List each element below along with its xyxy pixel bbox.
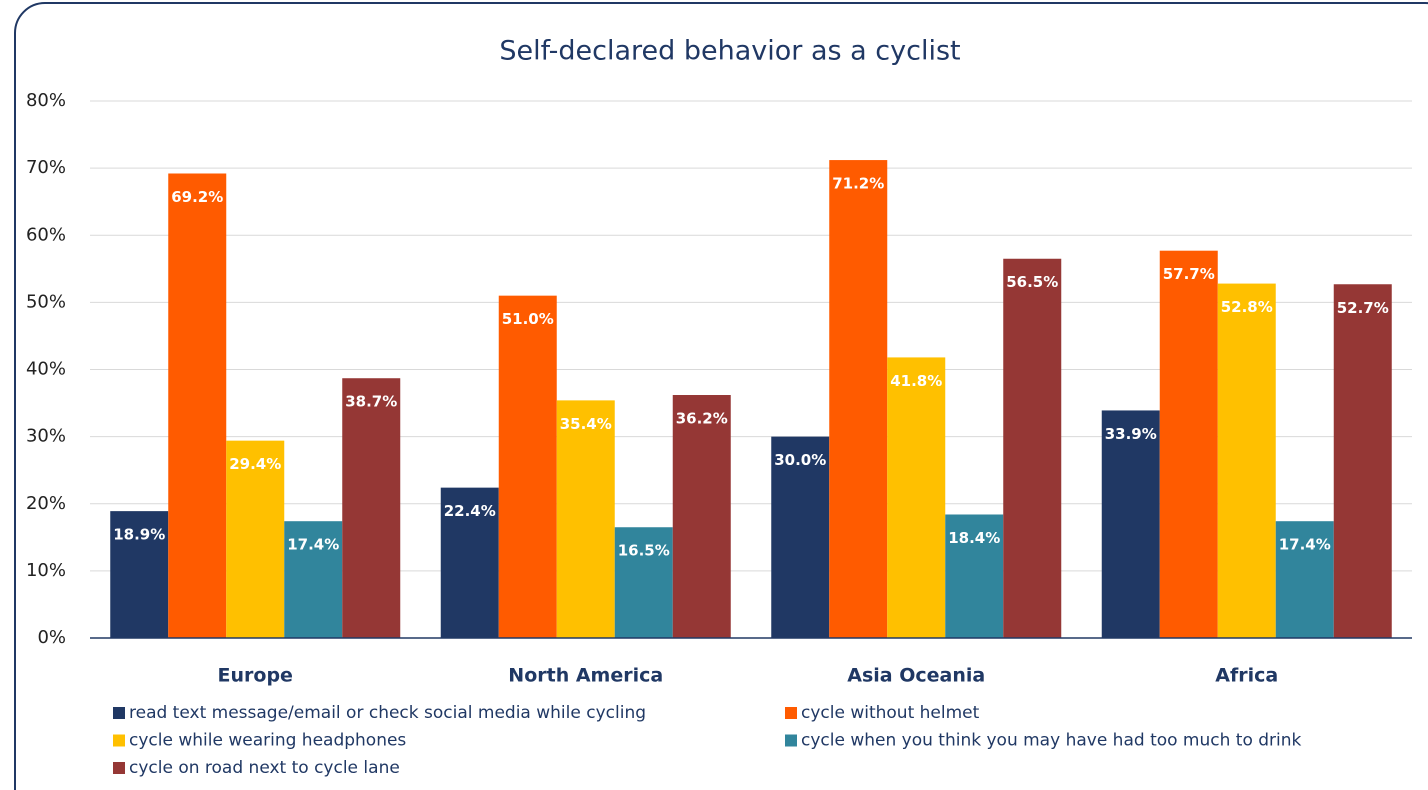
y-tick-label: 40% [26,359,66,380]
bar [887,357,946,638]
legend-label: read text message/email or check social … [129,703,646,723]
legend-label: cycle without helmet [801,703,980,723]
legend-swatch [113,707,125,719]
data-label: 36.2% [676,410,728,428]
bar [672,395,731,638]
bar [556,400,615,638]
legend-swatch [785,734,797,747]
data-label: 29.4% [229,455,281,473]
legend-swatch [785,707,797,719]
bar [1333,284,1392,638]
x-tick-label: Africa [1215,665,1278,687]
data-label: 30.0% [774,451,826,469]
y-tick-label: 20% [26,493,66,514]
bar [110,511,169,638]
y-tick-label: 60% [26,224,66,245]
data-label: 69.2% [171,188,223,206]
bar [168,173,227,638]
x-tick-label: Asia Oceania [847,665,985,687]
data-label: 56.5% [1006,273,1058,291]
x-tick-label: Europe [218,665,293,687]
bar [1101,410,1160,638]
bar [829,160,888,638]
bar [342,378,401,638]
y-tick-label: 10% [26,560,66,581]
y-tick-label: 50% [26,291,66,312]
data-label: 16.5% [618,542,670,560]
bar [284,521,343,638]
bar [1159,250,1218,638]
data-label: 41.8% [890,372,942,390]
data-label: 18.4% [948,529,1000,547]
bar [1275,521,1334,638]
data-label: 51.0% [502,310,554,328]
legend-label: cycle when you think you may have had to… [801,731,1302,751]
data-label: 35.4% [560,415,612,433]
legend-swatch [113,762,125,774]
data-label: 17.4% [1279,536,1331,554]
data-label: 33.9% [1105,425,1157,443]
bar [771,436,830,638]
bar [945,514,1004,638]
bar [440,487,499,638]
data-label: 52.8% [1221,298,1273,316]
bar [498,295,557,638]
legend-label: cycle on road next to cycle lane [129,758,400,778]
x-tick-label: North America [508,665,663,687]
legend-swatch [113,734,125,747]
bar [1217,283,1276,638]
chart-title: Self-declared behavior as a cyclist [499,36,960,67]
bar [614,527,673,638]
data-label: 71.2% [832,175,884,193]
y-tick-label: 70% [26,157,66,178]
bar [1003,258,1062,638]
data-label: 22.4% [444,502,496,520]
y-tick-label: 80% [26,90,66,111]
y-tick-label: 0% [37,627,66,648]
data-label: 38.7% [345,393,397,411]
data-label: 57.7% [1163,265,1215,283]
data-label: 18.9% [113,526,165,544]
bar [226,440,285,638]
data-label: 17.4% [287,536,339,554]
legend-label: cycle while wearing headphones [129,731,406,751]
data-label: 52.7% [1337,299,1389,317]
y-tick-label: 30% [26,426,66,447]
